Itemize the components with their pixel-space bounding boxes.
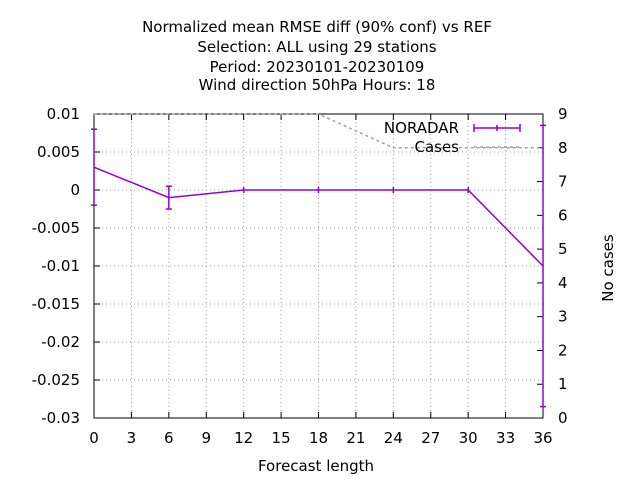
y2-tick-label: 8 — [558, 139, 568, 157]
noradar-point — [165, 185, 172, 210]
x-tick-label: 18 — [309, 429, 328, 447]
y-tick-label: -0.015 — [32, 295, 80, 313]
y-tick-label: 0.01 — [47, 105, 80, 123]
noradar-point — [540, 124, 546, 408]
legend-label: Cases — [414, 138, 459, 156]
title-line-2: Selection: ALL using 29 stations — [197, 38, 436, 56]
y-tick-label: 0 — [70, 181, 80, 199]
y-tick-label: -0.02 — [41, 333, 80, 351]
x-tick-label: 12 — [234, 429, 253, 447]
cases-line — [94, 113, 543, 149]
x-tick-label: 27 — [421, 429, 440, 447]
y2-tick-label: 6 — [558, 206, 568, 224]
y-tick-label: -0.01 — [41, 257, 80, 275]
y2-axis-label: No cases — [599, 234, 617, 302]
x-tick-label: 30 — [459, 429, 478, 447]
y2-tick-label: 1 — [558, 375, 568, 393]
title-line-1: Normalized mean RMSE diff (90% conf) vs … — [142, 18, 492, 36]
y2-tick-label: 4 — [558, 274, 568, 292]
axes: 0 3 6 9 12 15 18 21 24 27 30 33 360.010.0050-0.005-0… — [32, 105, 568, 447]
y2-tick-label: 2 — [558, 341, 568, 359]
x-tick-label: 3 — [127, 429, 137, 447]
y2-tick-label: 7 — [558, 173, 568, 191]
y2-tick-label: 9 — [558, 105, 568, 123]
y-tick-label: -0.005 — [32, 219, 80, 237]
noradar-point — [91, 128, 97, 206]
y2-tick-label: 5 — [558, 240, 568, 258]
x-tick-label: 21 — [346, 429, 365, 447]
y2-tick-label: 3 — [558, 308, 568, 326]
chart-title: Normalized mean RMSE diff (90% conf) vs … — [142, 18, 492, 94]
x-tick-label: 24 — [384, 429, 403, 447]
x-tick-label: 15 — [272, 429, 291, 447]
legend-label: NORADAR — [384, 119, 459, 137]
title-line-4: Wind direction 50hPa Hours: 18 — [199, 76, 436, 94]
series-layer — [91, 113, 546, 408]
x-axis-label: Forecast length — [258, 457, 374, 475]
x-tick-label: 9 — [201, 429, 211, 447]
grid — [94, 114, 543, 418]
x-tick-label: 36 — [533, 429, 552, 447]
title-line-3: Period: 20230101-20230109 — [210, 58, 425, 76]
x-tick-label: 0 — [89, 429, 99, 447]
y-tick-label: 0.005 — [37, 143, 80, 161]
x-tick-label: 6 — [164, 429, 174, 447]
x-tick-label: 33 — [496, 429, 515, 447]
y-tick-label: -0.03 — [41, 409, 80, 427]
y2-tick-label: 0 — [558, 409, 568, 427]
y-tick-label: -0.025 — [32, 371, 80, 389]
